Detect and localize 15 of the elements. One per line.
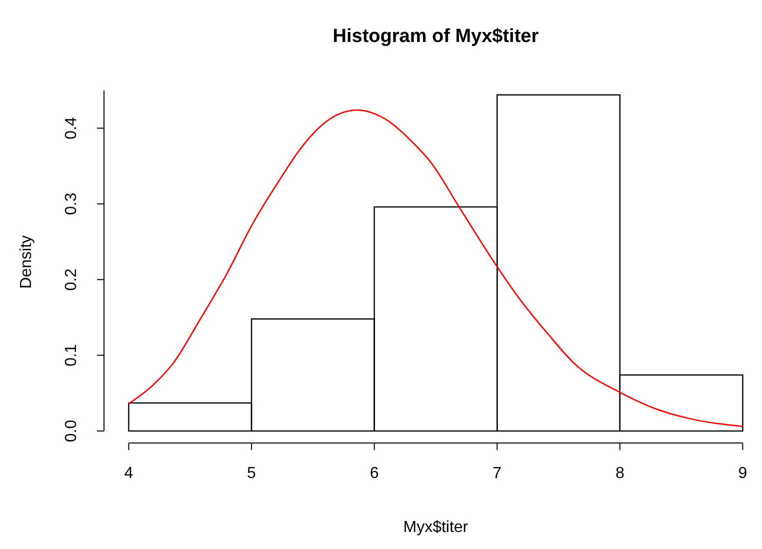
- chart-title: Histogram of Myx$titer: [332, 26, 540, 47]
- y-tick-label: 0.2: [63, 268, 80, 291]
- x-axis-title: Myx$titer: [403, 519, 469, 536]
- x-tick-label: 8: [615, 465, 624, 482]
- y-tick-label: 0.4: [63, 116, 80, 140]
- y-tick-label: 0.0: [63, 420, 80, 442]
- x-tick-label: 4: [124, 465, 134, 482]
- y-axis-title: Density: [18, 235, 35, 289]
- x-tick-label: 7: [492, 465, 502, 482]
- x-tick-label: 6: [370, 465, 379, 482]
- y-tick-label: 0.1: [63, 344, 80, 366]
- x-tick-label: 5: [247, 465, 256, 482]
- line-series: [128, 109, 744, 428]
- y-tick-label: 0.3: [63, 192, 80, 216]
- x-tick-label: 9: [738, 465, 748, 482]
